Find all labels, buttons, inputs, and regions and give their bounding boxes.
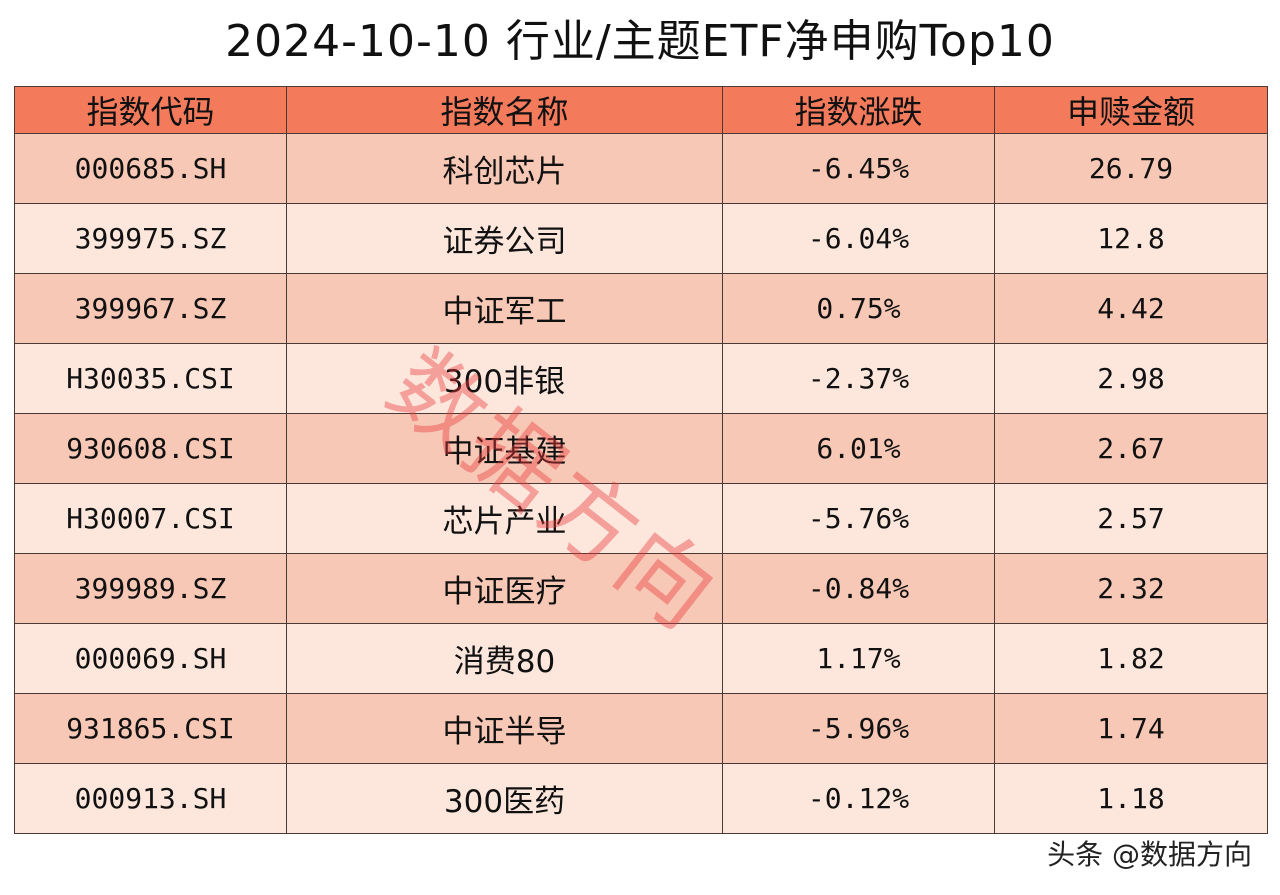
cell-index-name: 中证军工 (286, 273, 723, 344)
table-row: 000685.SH 科创芯片 -6.45% 26.79 (14, 133, 1268, 204)
cell-index-change: -0.12% (722, 763, 995, 834)
table-row: 000069.SH 消费80 1.17% 1.82 (14, 623, 1268, 694)
header-index-change: 指数涨跌 (722, 86, 995, 134)
cell-amount: 2.57 (994, 483, 1268, 554)
cell-index-code: 000913.SH (14, 763, 287, 834)
cell-index-change: -6.04% (722, 203, 995, 274)
table-row: H30035.CSI 300非银 -2.37% 2.98 (14, 343, 1268, 414)
cell-index-code: H30035.CSI (14, 343, 287, 414)
page-title: 2024-10-10 行业/主题ETF净申购Top10 (225, 16, 1055, 67)
cell-index-name: 300医药 (286, 763, 723, 834)
cell-index-code: 399975.SZ (14, 203, 287, 274)
etf-table: 指数代码 指数名称 指数涨跌 申赎金额 000685.SH 科创芯片 -6.45… (14, 86, 1268, 834)
table-row: 399989.SZ 中证医疗 -0.84% 2.32 (14, 553, 1268, 624)
table-row: 000913.SH 300医药 -0.12% 1.18 (14, 763, 1268, 834)
cell-index-code: 000685.SH (14, 133, 287, 204)
cell-index-change: 0.75% (722, 273, 995, 344)
cell-index-name: 芯片产业 (286, 483, 723, 554)
cell-index-code: 930608.CSI (14, 413, 287, 484)
cell-amount: 1.74 (994, 693, 1268, 764)
header-index-name: 指数名称 (286, 86, 723, 134)
cell-index-name: 证券公司 (286, 203, 723, 274)
cell-amount: 12.8 (994, 203, 1268, 274)
cell-amount: 2.32 (994, 553, 1268, 624)
cell-index-change: 6.01% (722, 413, 995, 484)
cell-index-change: -5.76% (722, 483, 995, 554)
header-index-code: 指数代码 (14, 86, 287, 134)
cell-index-name: 科创芯片 (286, 133, 723, 204)
table-row: 399967.SZ 中证军工 0.75% 4.42 (14, 273, 1268, 344)
cell-index-code: H30007.CSI (14, 483, 287, 554)
cell-index-change: -6.45% (722, 133, 995, 204)
cell-index-name: 300非银 (286, 343, 723, 414)
cell-index-code: 000069.SH (14, 623, 287, 694)
cell-amount: 4.42 (994, 273, 1268, 344)
cell-amount: 1.18 (994, 763, 1268, 834)
table-row: 931865.CSI 中证半导 -5.96% 1.74 (14, 693, 1268, 764)
cell-index-name: 中证半导 (286, 693, 723, 764)
table-row: 930608.CSI 中证基建 6.01% 2.67 (14, 413, 1268, 484)
cell-amount: 2.98 (994, 343, 1268, 414)
cell-amount: 2.67 (994, 413, 1268, 484)
cell-index-change: -2.37% (722, 343, 995, 414)
cell-index-change: -0.84% (722, 553, 995, 624)
cell-index-code: 931865.CSI (14, 693, 287, 764)
table-row: 399975.SZ 证券公司 -6.04% 12.8 (14, 203, 1268, 274)
table-header-row: 指数代码 指数名称 指数涨跌 申赎金额 (14, 86, 1268, 134)
cell-index-code: 399967.SZ (14, 273, 287, 344)
cell-index-change: -5.96% (722, 693, 995, 764)
cell-amount: 26.79 (994, 133, 1268, 204)
cell-index-name: 消费80 (286, 623, 723, 694)
cell-index-code: 399989.SZ (14, 553, 287, 624)
source-credit: 头条 @数据方向 (1047, 838, 1252, 871)
table-row: H30007.CSI 芯片产业 -5.76% 2.57 (14, 483, 1268, 554)
cell-index-name: 中证医疗 (286, 553, 723, 624)
header-subscription-amount: 申赎金额 (994, 86, 1268, 134)
cell-amount: 1.82 (994, 623, 1268, 694)
cell-index-change: 1.17% (722, 623, 995, 694)
cell-index-name: 中证基建 (286, 413, 723, 484)
